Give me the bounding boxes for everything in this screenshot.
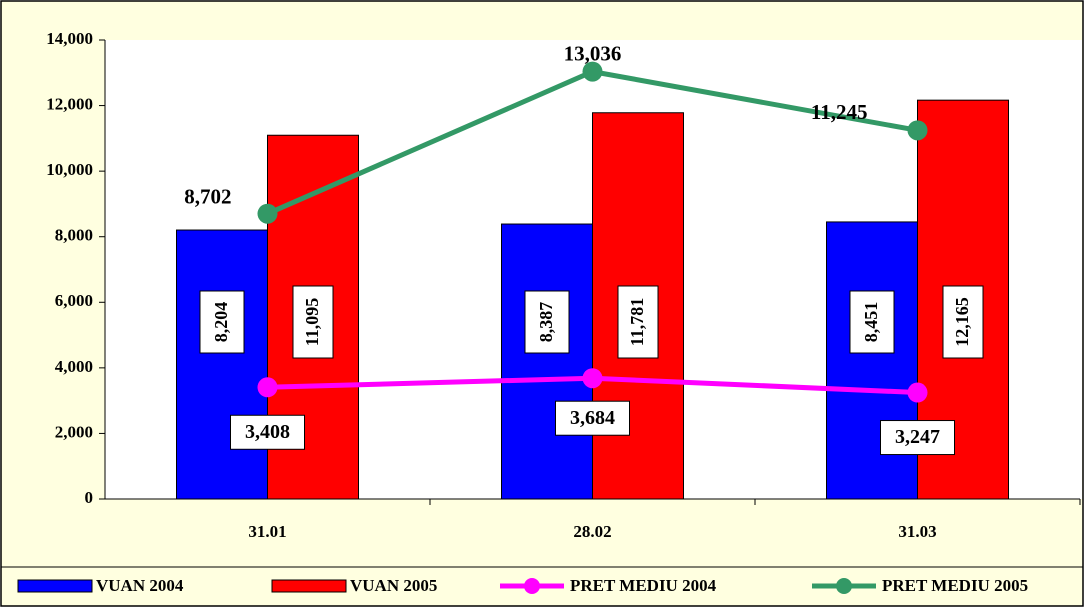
point [582, 368, 603, 389]
data-label-box [555, 400, 630, 436]
data-label: 11,245 [811, 100, 868, 124]
data-label: 8,451 [861, 302, 881, 343]
data-label-box [849, 290, 895, 354]
y-tick-label: 4,000 [55, 357, 93, 376]
data-label-group: 11,781 [617, 285, 659, 359]
data-label: 8,204 [211, 302, 231, 343]
legend-swatch [17, 579, 93, 593]
legend-label: PRET MEDIU 2005 [882, 576, 1028, 595]
point [907, 382, 928, 403]
data-label-box [880, 420, 955, 456]
legend-label: VUAN 2005 [350, 576, 437, 595]
data-label-box [942, 285, 984, 359]
legend-marker [524, 578, 540, 594]
x-tick-label: 31.03 [898, 522, 936, 541]
data-label-group: 8,451 [849, 290, 895, 354]
bar [826, 221, 918, 500]
data-label-box [617, 285, 659, 359]
y-tick-label: 0 [85, 488, 94, 507]
y-tick-label: 10,000 [46, 160, 93, 179]
data-label-group: 8,204 [199, 290, 245, 354]
data-label: 12,165 [952, 297, 972, 347]
data-label: 13,036 [564, 41, 622, 65]
data-label-group: 3,408 [230, 414, 305, 450]
point [582, 61, 603, 82]
data-label-box [292, 285, 334, 359]
point [257, 203, 278, 224]
data-label: 8,702 [184, 185, 231, 209]
data-label-group: 12,165 [942, 285, 984, 359]
data-label: 3,247 [895, 426, 940, 448]
data-label: 11,095 [302, 298, 322, 347]
data-label-group: 8,387 [524, 290, 570, 354]
y-tick-label: 12,000 [46, 94, 93, 113]
point [257, 377, 278, 398]
data-label: 3,684 [570, 407, 615, 429]
data-label-group: 11,095 [292, 285, 334, 359]
bar [176, 229, 268, 500]
x-tick-label: 31.01 [248, 522, 286, 541]
point [907, 120, 928, 141]
data-label-group: 3,247 [880, 420, 955, 456]
data-label: 3,408 [245, 421, 290, 443]
y-tick-label: 6,000 [55, 291, 93, 310]
x-tick-label: 28.02 [573, 522, 611, 541]
data-label-group: 3,684 [555, 400, 630, 436]
y-tick-label: 14,000 [46, 29, 93, 48]
data-label-box [230, 414, 305, 450]
legend-swatch [271, 579, 347, 593]
y-tick-label: 2,000 [55, 422, 93, 441]
data-label: 11,781 [627, 298, 647, 347]
bar [501, 223, 593, 500]
data-label-box [524, 290, 570, 354]
data-label-box [199, 290, 245, 354]
legend-label: VUAN 2004 [96, 576, 184, 595]
legend-marker [836, 578, 852, 594]
legend-label: PRET MEDIU 2004 [570, 576, 717, 595]
data-label: 8,387 [536, 302, 556, 343]
y-tick-label: 8,000 [55, 226, 93, 245]
